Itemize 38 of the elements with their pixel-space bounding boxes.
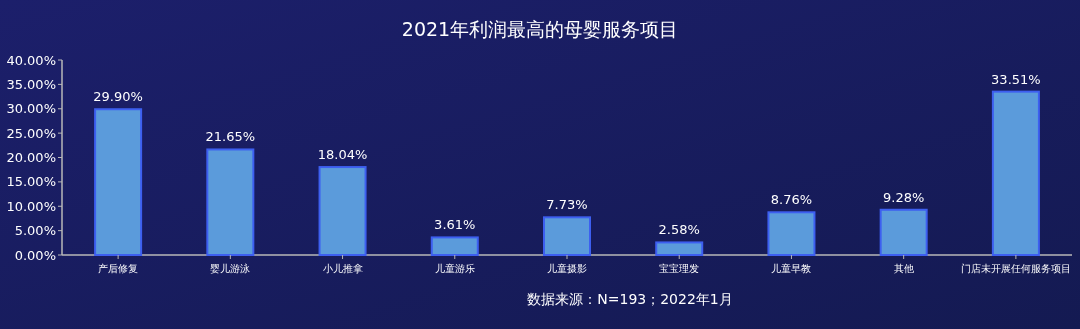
bar (542, 216, 592, 256)
y-tick-label: 5.00% (14, 223, 56, 239)
y-tick-label: 0.00% (14, 247, 56, 263)
bar (655, 241, 704, 256)
y-tick-label: 15.00% (6, 174, 56, 190)
x-tick-label: 其他 (893, 263, 914, 274)
y-tick-label: 25.00% (6, 125, 56, 141)
y-tick-label: 30.00% (6, 101, 56, 117)
x-tick-label: 产后修复 (98, 263, 139, 274)
data-label: 9.28% (883, 189, 925, 205)
x-tick-label: 小儿推拿 (322, 263, 363, 274)
y-tick-label: 10.00% (6, 198, 56, 214)
bar (318, 166, 367, 256)
bar (767, 211, 816, 256)
data-label: 33.51% (991, 71, 1041, 87)
y-tick-label: 40.00% (6, 52, 56, 68)
data-label: 3.61% (434, 217, 476, 233)
x-tick-label: 宝宝理发 (659, 263, 700, 274)
bar (879, 208, 928, 256)
source-note: 数据来源：N=193；2022年1月 (527, 291, 733, 307)
x-tick-label: 儿童摄影 (547, 263, 587, 274)
y-tick-label: 35.00% (6, 76, 56, 92)
bar (430, 236, 479, 256)
bar (206, 148, 255, 256)
data-label: 29.90% (93, 89, 143, 105)
x-tick-label: 儿童早教 (771, 263, 812, 274)
data-label: 8.76% (770, 192, 813, 208)
bar (94, 108, 143, 256)
data-label: 21.65% (205, 129, 256, 145)
x-tick-label: 婴儿游泳 (210, 263, 251, 274)
data-label: 2.58% (658, 222, 700, 238)
data-label: 18.04% (317, 147, 368, 163)
chart-title: 2021年利润最高的母婴服务项目 (401, 18, 679, 40)
x-tick-label: 儿童游乐 (434, 263, 475, 274)
bar (991, 90, 1040, 256)
data-label: 7.73% (546, 197, 588, 213)
x-tick-label: 门店未开展任何服务项目 (960, 263, 1071, 274)
y-tick-label: 20.00% (6, 150, 56, 165)
